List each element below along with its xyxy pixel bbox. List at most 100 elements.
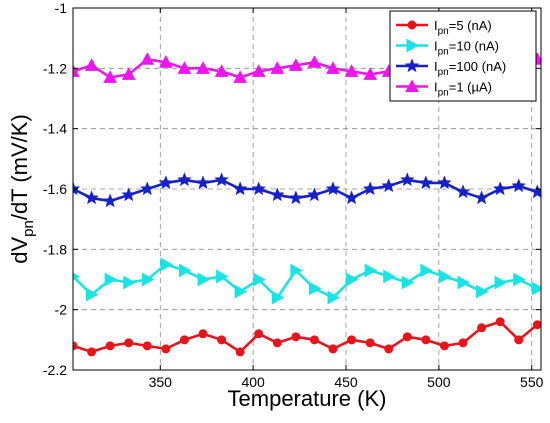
- data-point: [531, 281, 541, 296]
- legend-label: Ipn=1 (µA): [434, 80, 492, 99]
- data-point: [272, 338, 282, 348]
- data-point: [307, 187, 322, 202]
- legend: Ipn=5 (nA)Ipn=10 (nA)Ipn=100 (nA)Ipn=1 (…: [389, 10, 537, 102]
- y-tick-label: -2: [55, 302, 68, 318]
- x-axis-title: Temperature (K): [228, 386, 387, 411]
- data-point: [177, 61, 192, 74]
- data-point: [232, 181, 248, 196]
- data-point: [160, 257, 173, 272]
- data-point: [418, 175, 434, 190]
- legend-entry-3: Ipn=1 (µA): [396, 79, 492, 99]
- data-point: [216, 269, 229, 284]
- legend-label-subscript: pn: [438, 67, 449, 78]
- data-point: [142, 341, 152, 351]
- data-point: [511, 178, 527, 193]
- data-point: [233, 70, 247, 83]
- x-tick-label: 350: [149, 374, 173, 390]
- series-2: [73, 172, 541, 208]
- y-axis-title-base: dV: [7, 237, 32, 264]
- data-point: [121, 67, 136, 80]
- data-point: [362, 181, 378, 196]
- y-axis-title-rest: /dT (mV/K): [7, 114, 32, 220]
- data-point: [214, 172, 229, 187]
- data-point: [364, 263, 378, 278]
- data-point: [86, 287, 99, 302]
- data-point: [179, 335, 189, 345]
- y-tick-label: -1.6: [43, 181, 67, 197]
- data-point: [195, 175, 211, 190]
- data-point: [102, 193, 118, 208]
- data-point: [139, 181, 155, 196]
- data-point: [196, 61, 210, 74]
- data-point: [327, 290, 341, 305]
- x-tick-label: 400: [241, 374, 265, 390]
- data-point: [84, 58, 99, 71]
- legend-entry-2: Ipn=100 (nA): [396, 58, 506, 78]
- legend-label-prefix: I: [434, 59, 438, 74]
- data-point: [84, 190, 99, 205]
- data-point: [198, 329, 208, 339]
- data-point: [381, 178, 397, 193]
- data-point: [269, 187, 285, 202]
- data-point: [399, 172, 415, 187]
- legend-label-subscript: pn: [438, 26, 449, 37]
- data-point: [121, 187, 137, 202]
- series-1: [73, 257, 541, 305]
- data-point: [309, 335, 319, 345]
- data-point: [197, 272, 211, 287]
- data-point: [401, 275, 415, 290]
- data-point: [87, 347, 97, 357]
- data-point: [124, 338, 134, 348]
- legend-label: Ipn=5 (nA): [434, 18, 492, 37]
- legend-label-suffix: =100 (nA): [449, 59, 506, 74]
- data-point: [492, 181, 508, 196]
- legend-label: Ipn=10 (nA): [434, 39, 499, 58]
- data-point: [529, 184, 541, 199]
- data-point: [253, 272, 266, 287]
- data-point: [325, 181, 341, 196]
- data-point: [326, 61, 340, 74]
- data-point: [328, 344, 338, 354]
- data-point: [402, 332, 412, 342]
- data-point: [477, 323, 487, 333]
- data-point: [476, 284, 489, 299]
- legend-label-subscript: pn: [438, 88, 449, 99]
- legend-marker: [404, 58, 420, 73]
- data-point: [73, 181, 81, 196]
- legend-label-prefix: I: [434, 39, 438, 54]
- y-tick-label: -1: [55, 0, 68, 16]
- data-point: [270, 61, 285, 74]
- data-point: [494, 275, 508, 290]
- axis-ticks: [73, 7, 541, 371]
- data-point: [437, 175, 452, 190]
- y-axis-title-subscript: pn: [20, 220, 37, 237]
- legend-label-suffix: =10 (nA): [449, 39, 499, 54]
- data-point: [291, 332, 301, 342]
- data-point: [439, 341, 449, 351]
- data-point: [103, 70, 117, 83]
- data-point: [177, 172, 192, 187]
- data-point: [532, 320, 541, 330]
- legend-marker: [406, 38, 420, 53]
- data-point: [290, 263, 303, 278]
- data-point: [214, 64, 229, 77]
- data-point: [495, 317, 505, 327]
- legend-marker: [407, 20, 417, 30]
- legend-label: Ipn=100 (nA): [434, 59, 506, 78]
- data-point: [458, 338, 468, 348]
- data-point: [457, 275, 471, 290]
- legend-label-suffix: =5 (nA): [449, 18, 492, 33]
- data-point: [123, 275, 136, 290]
- data-point: [141, 272, 155, 287]
- data-point: [158, 175, 174, 190]
- data-point: [235, 347, 245, 357]
- data-point: [514, 335, 524, 345]
- data-point: [384, 344, 394, 354]
- data-point: [347, 335, 357, 345]
- series-0: [73, 317, 541, 357]
- legend-entry-0: Ipn=5 (nA): [396, 18, 492, 37]
- data-point: [104, 272, 118, 287]
- data-point: [217, 335, 227, 345]
- data-point: [346, 272, 359, 287]
- legend-marker: [405, 79, 419, 92]
